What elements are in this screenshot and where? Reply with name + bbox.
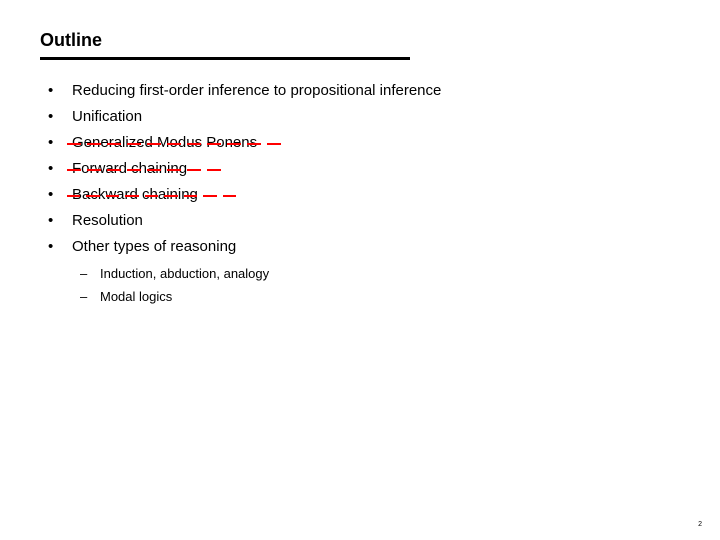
- bullet-label: Unification: [72, 108, 142, 125]
- bullet-marker: •: [48, 158, 72, 180]
- bullet-label: Reducing first-order inference to propos…: [72, 82, 441, 99]
- bullet-label: Other types of reasoning: [72, 238, 236, 255]
- title-underline: [40, 57, 410, 60]
- list-item: • Backward chaining: [48, 184, 680, 206]
- bullet-marker: •: [48, 80, 72, 102]
- sub-list-item: – Modal logics: [80, 287, 680, 307]
- sub-bullet-marker: –: [80, 264, 100, 284]
- sub-bullet-text: Modal logics: [100, 287, 172, 307]
- bullet-text: Other types of reasoning: [72, 236, 236, 258]
- list-item: • Reducing first-order inference to prop…: [48, 80, 680, 102]
- bullet-marker: •: [48, 106, 72, 128]
- bullet-text: Backward chaining: [72, 184, 198, 206]
- bullet-marker: •: [48, 236, 72, 258]
- list-item: • Other types of reasoning: [48, 236, 680, 258]
- list-item: • Unification: [48, 106, 680, 128]
- list-item: • Generalized Modus Ponens: [48, 132, 680, 154]
- list-item: • Resolution: [48, 210, 680, 232]
- bullet-marker: •: [48, 132, 72, 154]
- bullet-text: Reducing first-order inference to propos…: [72, 80, 441, 102]
- bullet-text: Generalized Modus Ponens: [72, 132, 257, 154]
- bullet-label: Backward chaining: [72, 186, 198, 203]
- page-number: 2: [698, 521, 702, 528]
- bullet-text: Resolution: [72, 210, 143, 232]
- bullet-text: Forward chaining: [72, 158, 187, 180]
- bullet-text: Unification: [72, 106, 142, 128]
- bullet-marker: •: [48, 184, 72, 206]
- bullet-label: Forward chaining: [72, 160, 187, 177]
- bullet-label: Resolution: [72, 212, 143, 229]
- bullet-label: Generalized Modus Ponens: [72, 134, 257, 151]
- sub-list-item: – Induction, abduction, analogy: [80, 264, 680, 284]
- list-item: • Forward chaining: [48, 158, 680, 180]
- outline-sublist: – Induction, abduction, analogy – Modal …: [40, 264, 680, 307]
- page-title: Outline: [40, 30, 680, 51]
- sub-bullet-marker: –: [80, 287, 100, 307]
- bullet-marker: •: [48, 210, 72, 232]
- outline-list: • Reducing first-order inference to prop…: [40, 80, 680, 258]
- sub-bullet-text: Induction, abduction, analogy: [100, 264, 269, 284]
